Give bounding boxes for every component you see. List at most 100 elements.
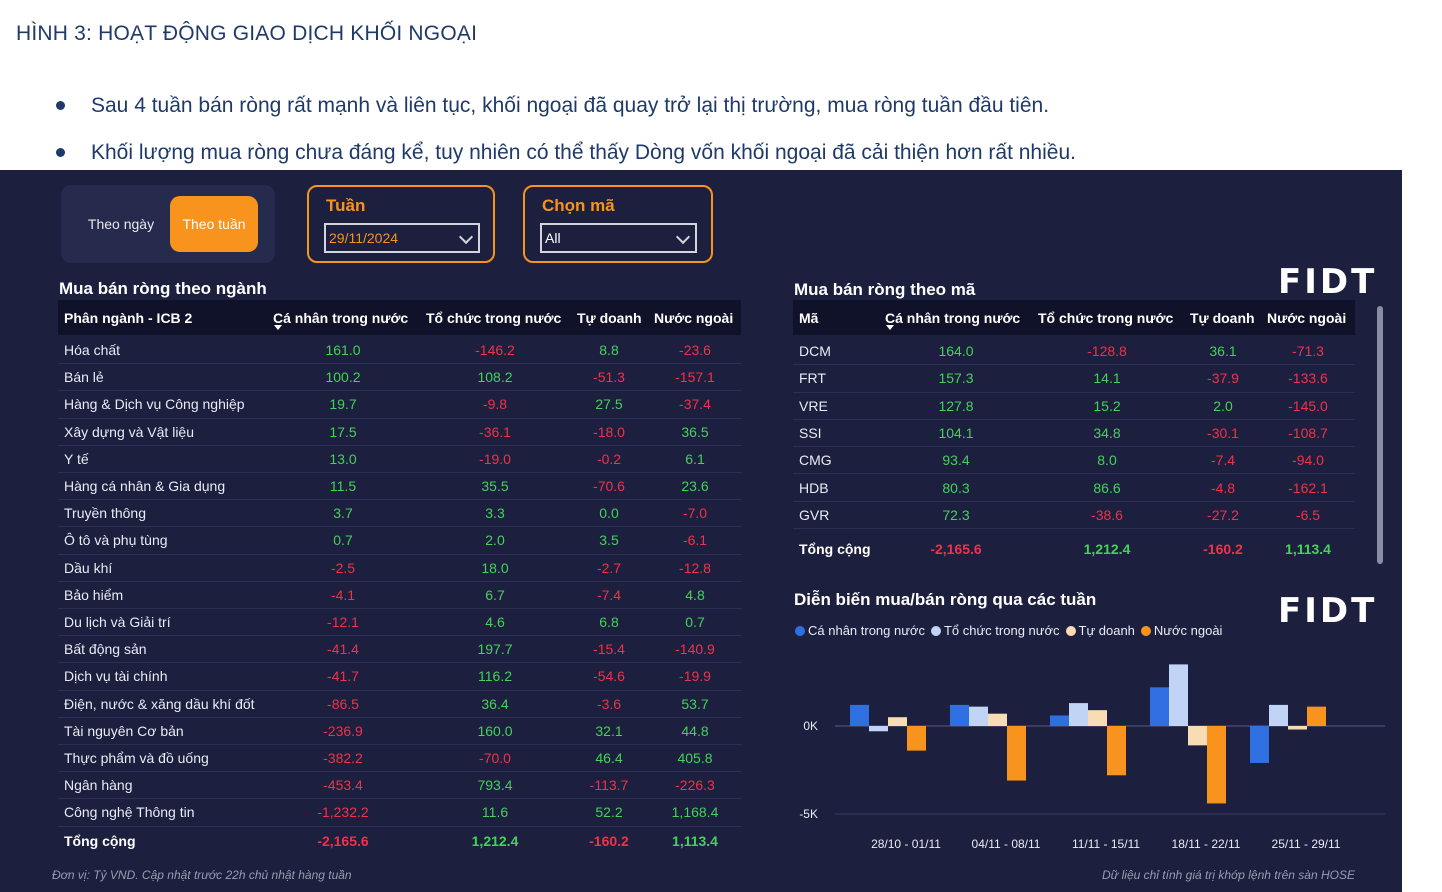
footnote-source: Dữ liệu chỉ tính giá trị khớp lệnh trên …	[1102, 868, 1355, 882]
table-row[interactable]: CMG 93.4 8.0 -7.4 -94.0	[793, 447, 1355, 475]
toggle-weekly-button[interactable]: Theo tuần	[170, 196, 258, 252]
legend-item[interactable]: Nước ngoài	[1140, 623, 1222, 638]
chart-bar[interactable]	[1088, 710, 1107, 726]
legend-item[interactable]: Tự doanh	[1065, 623, 1135, 638]
table-row[interactable]: Du lịch và Giải trí -12.1 4.6 6.8 0.7	[58, 609, 741, 637]
chart-bar[interactable]	[1307, 706, 1326, 726]
row-label: CMG	[799, 452, 832, 469]
table-row[interactable]: Ngân hàng -453.4 793.4 -113.7 -226.3	[58, 772, 741, 800]
table-row[interactable]: Y tế 13.0 -19.0 -0.2 6.1	[58, 446, 741, 473]
chevron-down-icon	[458, 229, 474, 245]
column-header[interactable]: Cá nhân trong nước	[885, 309, 1021, 326]
column-header[interactable]: Phân ngành - ICB 2	[64, 309, 193, 326]
ticker-select[interactable]: All	[540, 223, 697, 253]
chart-bar[interactable]	[1050, 715, 1069, 726]
row-value: 161.0	[325, 342, 361, 359]
chart-bar[interactable]	[907, 726, 926, 751]
column-header[interactable]: Tổ chức trong nước	[426, 309, 562, 326]
total-value: 1,212.4	[1083, 540, 1131, 557]
row-value: 6.8	[599, 614, 619, 631]
chart-bar[interactable]	[969, 706, 988, 726]
legend-swatch	[930, 625, 941, 636]
row-label: Hóa chất	[64, 342, 121, 359]
row-value: -4.8	[1210, 479, 1236, 496]
bullet-text: Sau 4 tuần bán ròng rất mạnh và liên tục…	[91, 93, 1050, 117]
chart-bar[interactable]	[1107, 726, 1126, 776]
table-row[interactable]: FRT 157.3 14.1 -37.9 -133.6	[793, 365, 1355, 393]
chart-bar[interactable]	[869, 726, 888, 732]
chart-bar[interactable]	[950, 704, 969, 726]
row-value: 6.1	[685, 450, 705, 467]
table-row[interactable]: Xây dựng và Vật liệu 17.5 -36.1 -18.0 36.5	[58, 419, 741, 446]
chevron-down-icon	[675, 229, 691, 245]
column-header[interactable]: Nước ngoài	[1267, 309, 1347, 326]
column-header[interactable]: Tự doanh	[577, 309, 642, 326]
toggle-daily-button[interactable]: Theo ngày	[87, 216, 155, 232]
row-value: 46.4	[595, 750, 623, 767]
view-toggle: Theo ngày Theo tuần	[61, 185, 275, 263]
chart-bar[interactable]	[1007, 726, 1026, 781]
table-row[interactable]: GVR 72.3 -38.6 -27.2 -6.5	[793, 502, 1355, 530]
row-value: 0.0	[599, 505, 619, 522]
chart-bar[interactable]	[1150, 687, 1169, 726]
row-value: 36.4	[481, 695, 509, 712]
table-row[interactable]: HDB 80.3 86.6 -4.8 -162.1	[793, 475, 1355, 502]
row-value: -19.9	[679, 668, 711, 685]
row-value: -38.6	[1091, 506, 1123, 523]
column-header[interactable]: Tự doanh	[1190, 309, 1255, 326]
table-row[interactable]: Thực phẩm và đồ uống -382.2 -70.0 46.4 405.8	[58, 745, 741, 773]
row-label: Y tế	[64, 450, 89, 467]
chart-bar[interactable]	[1207, 726, 1226, 804]
x-tick-label: 04/11 - 08/11	[972, 837, 1041, 851]
row-value: -113.7	[589, 777, 629, 794]
row-value: -6.5	[1295, 506, 1321, 523]
table-row[interactable]: Bán lẻ 100.2 108.2 -51.3 -157.1	[58, 364, 741, 392]
chart-bar[interactable]	[1188, 726, 1207, 746]
column-header[interactable]: Tổ chức trong nước	[1038, 309, 1174, 326]
ticker-table-scrollbar[interactable]	[1377, 306, 1383, 564]
week-select[interactable]: 29/11/2024	[324, 223, 480, 253]
y-tick-label: -5K	[799, 807, 818, 821]
row-value: -41.7	[327, 668, 359, 685]
ticker-filter-label: Chọn mã	[542, 196, 615, 215]
row-value: 19.7	[329, 396, 357, 413]
chart-bar[interactable]	[888, 717, 907, 726]
row-value: 11.5	[329, 478, 357, 495]
table-row[interactable]: Dầu khí -2.5 18.0 -2.7 -12.8	[58, 555, 741, 582]
chart-bar[interactable]	[1169, 664, 1188, 726]
table-row[interactable]: Truyền thông 3.7 3.3 0.0 -7.0	[58, 500, 741, 528]
chart-bar[interactable]	[850, 704, 869, 726]
table-row[interactable]: Hàng cá nhân & Gia dụng 11.5 35.5 -70.6 23.6	[58, 473, 741, 501]
row-value: -7.4	[596, 586, 622, 603]
row-value: 15.2	[1093, 397, 1121, 414]
row-value: -9.8	[482, 396, 508, 413]
row-label: Thực phẩm và đồ uống	[64, 750, 209, 767]
table-row[interactable]: Hóa chất 161.0 -146.2 8.8 -23.6	[58, 337, 741, 365]
table-row[interactable]: Ô tô và phụ tùng 0.7 2.0 3.5 -6.1	[58, 527, 741, 555]
table-row[interactable]: Hàng & Dịch vụ Công nghiệp 19.7 -9.8 27.5 -3…	[58, 391, 741, 419]
table-row[interactable]: Bảo hiểm -4.1 6.7 -7.4 4.8	[58, 582, 741, 609]
legend-item[interactable]: Tổ chức trong nước	[930, 623, 1060, 638]
table-row[interactable]: DCM 164.0 -128.8 36.1 -71.3	[793, 338, 1355, 366]
row-value: -162.1	[1288, 479, 1328, 496]
table-row[interactable]: Dịch vụ tài chính -41.7 116.2 -54.6 -19.9	[58, 663, 741, 691]
table-row[interactable]: Điện, nước & xăng dầu khí đốt -86.5 36.4 -3…	[58, 691, 741, 718]
column-header[interactable]: Nước ngoài	[654, 309, 734, 326]
chart-bar[interactable]	[1250, 726, 1269, 763]
table-row[interactable]: VRE 127.8 15.2 2.0 -145.0	[793, 393, 1355, 420]
row-value: 80.3	[942, 479, 970, 496]
bullet-text: Khối lượng mua ròng chưa đáng kể, tuy nh…	[91, 140, 1076, 164]
table-row[interactable]: SSI 104.1 34.8 -30.1 -108.7	[793, 420, 1355, 448]
chart-bar[interactable]	[1069, 703, 1088, 726]
chart-bar[interactable]	[988, 713, 1007, 726]
column-header[interactable]: Mã	[799, 309, 819, 326]
row-value: -41.4	[327, 641, 359, 658]
legend-item[interactable]: Cá nhân trong nước	[795, 623, 925, 638]
chart-bar[interactable]	[1269, 704, 1288, 726]
row-label: Tài nguyên Cơ bản	[64, 722, 184, 739]
chart-bar[interactable]	[1288, 726, 1307, 730]
table-row[interactable]: Bất động sản -41.4 197.7 -15.4 -140.9	[58, 636, 741, 664]
table-row[interactable]: Công nghệ Thông tin -1,232.2 11.6 52.2 1,168…	[58, 799, 741, 827]
table-row[interactable]: Tài nguyên Cơ bản -236.9 160.0 32.1 44.8	[58, 718, 741, 745]
column-header[interactable]: Cá nhân trong nước	[273, 309, 409, 326]
